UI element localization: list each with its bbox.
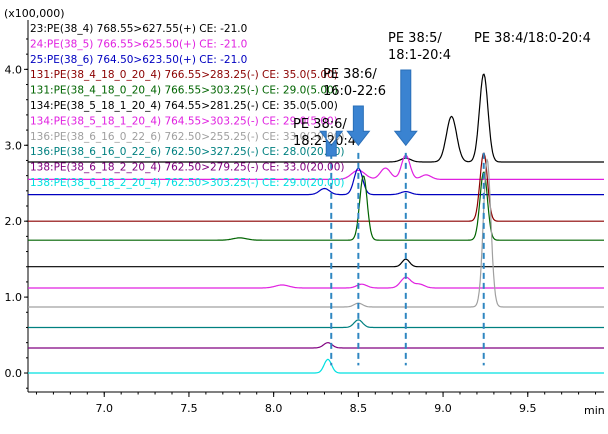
annotation-label: PE 38:6/: [323, 67, 377, 82]
y-tick-label: 2.0: [5, 215, 23, 228]
legend-entry: 131:PE(38_4_18_0_20_4) 766.55>303.25(-) …: [30, 85, 338, 97]
legend-entry: 138:PE(38_6_18_2_20_4) 762.50>303.25(-) …: [30, 177, 345, 189]
series-trace: [28, 154, 604, 180]
series-trace: [28, 358, 604, 374]
series-trace: [28, 342, 604, 349]
x-tick-label: 9.0: [434, 402, 452, 415]
traces: [28, 73, 604, 374]
y-tick-label: 4.0: [5, 63, 23, 76]
x-tick-label: 7.5: [180, 402, 198, 415]
annotation-label: 16:0-22:6: [323, 84, 386, 99]
y-tick-label: 3.0: [5, 139, 23, 152]
y-tick-label: 0.0: [5, 367, 23, 380]
x-tick-label: 7.0: [95, 402, 113, 415]
legend-entry: 136:PE(38_6_16_0_22_6) 762.50>327.25(-) …: [30, 146, 345, 158]
x-unit-label: min: [584, 404, 605, 417]
annotation-label: 18:2-20:4: [293, 134, 356, 149]
legend-entry: 25:PE(38_6) 764.50>623.50(+) CE: -21.0: [30, 54, 247, 66]
series-trace: [28, 167, 604, 196]
legend-entry: 131:PE(38_4_18_0_20_4) 766.55>283.25(-) …: [30, 69, 338, 81]
axes: 7.0 7.5 8.0 8.5 9.0 9.5 0.0 1.0 2.0 3.0 4.0: [5, 20, 604, 415]
legend-entry: 134:PE(38_5_18_1_20_4) 764.55>303.25(-) …: [30, 115, 338, 127]
x-tick-label: 8.5: [350, 402, 368, 415]
series-trace: [28, 152, 604, 222]
series-trace: [28, 258, 604, 268]
annotation-arrow: [346, 105, 371, 147]
series-trace: [28, 319, 604, 329]
legend: 23:PE(38_4) 768.55>627.55(+) CE: -21.0 24…: [30, 23, 345, 189]
x-tick-label: 9.5: [519, 402, 537, 415]
annotation-label: PE 38:6/: [293, 117, 347, 132]
annotation-label: PE 38:5/: [388, 31, 442, 46]
series-trace: [28, 171, 604, 241]
series-trace: [28, 276, 604, 289]
series-trace: [28, 158, 604, 308]
x-tick-label: 8.0: [265, 402, 283, 415]
legend-entry: 23:PE(38_4) 768.55>627.55(+) CE: -21.0: [30, 23, 247, 35]
legend-entry: 24:PE(38_5) 766.55>625.50(+) CE: -21.0: [30, 38, 247, 50]
retention-markers: [330, 152, 485, 366]
legend-entry: 134:PE(38_5_18_1_20_4) 764.55>281.25(-) …: [30, 100, 338, 112]
legend-entry: 138:PE(38_6_18_2_20_4) 762.50>279.25(-) …: [30, 162, 345, 174]
annotation-arrow: [393, 69, 418, 147]
annotation-label: PE 38:4/18:0-20:4: [474, 31, 591, 46]
annotation-label: 18:1-20:4: [388, 48, 451, 63]
annotation-arrow: [319, 130, 344, 157]
legend-entry: 136:PE(38_6_16_0_22_6) 762.50>255.25(-) …: [30, 131, 345, 143]
y-tick-label: 1.0: [5, 291, 23, 304]
annotations: PE 38:6/18:2-20:4 PE 38:6/16:0-22:6 PE 38:…: [293, 31, 591, 157]
y-scale-label: (x100,000): [4, 7, 65, 20]
series-trace: [28, 73, 604, 163]
